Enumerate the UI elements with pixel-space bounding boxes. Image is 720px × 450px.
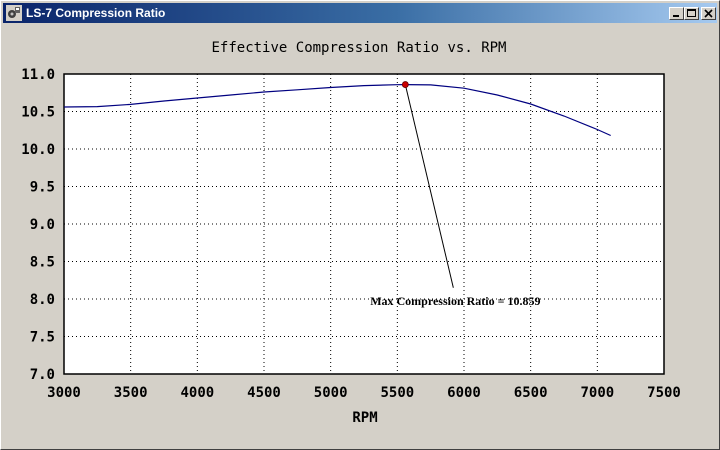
annotation-text: Max Compression Ratio = 10.859 <box>370 294 540 308</box>
y-tick-label: 10.5 <box>21 105 55 121</box>
y-tick-label: 11.0 <box>21 67 55 83</box>
y-tick-label: 10.0 <box>21 142 55 158</box>
y-tick-label: 7.0 <box>30 367 55 383</box>
window-title: LS-7 Compression Ratio <box>26 6 166 20</box>
x-tick-label: 4000 <box>180 385 214 401</box>
chart-title: Effective Compression Ratio vs. RPM <box>211 40 506 56</box>
x-tick-label: 3000 <box>47 385 81 401</box>
annotation-leader-line <box>404 84 454 288</box>
grid <box>64 74 664 374</box>
x-tick-label: 7000 <box>580 385 614 401</box>
title-bar[interactable]: LS-7 Compression Ratio <box>3 3 717 23</box>
x-axis-label: RPM <box>352 410 377 426</box>
x-tick-label: 5500 <box>380 385 414 401</box>
max-point-marker <box>401 81 409 88</box>
x-tick-label: 6500 <box>514 385 548 401</box>
x-tick-label: 7500 <box>647 385 681 401</box>
maximize-button[interactable] <box>684 7 699 20</box>
y-tick-label: 8.5 <box>30 255 55 271</box>
y-tick-label: 7.5 <box>30 330 55 346</box>
minimize-icon <box>673 15 679 17</box>
app-icon[interactable] <box>6 5 22 21</box>
x-tick-label: 6000 <box>447 385 481 401</box>
y-tick-label: 8.0 <box>30 292 55 308</box>
plot-frame <box>63 73 665 375</box>
close-button[interactable] <box>701 7 716 20</box>
x-tick-label: 3500 <box>114 385 148 401</box>
series-line <box>63 83 611 137</box>
close-icon <box>704 9 713 18</box>
x-tick-label: 5000 <box>314 385 348 401</box>
y-axis-ticks: 7.0 7.5 8.0 8.5 9.0 9.5 10.0 10.5 11.0 <box>21 67 55 383</box>
x-tick-label: 4500 <box>247 385 281 401</box>
maximize-icon <box>687 9 696 17</box>
minimize-button[interactable] <box>669 7 684 20</box>
y-tick-label: 9.5 <box>30 180 55 196</box>
y-tick-label: 9.0 <box>30 217 55 233</box>
x-axis-ticks: 3000 3500 4000 4500 5000 5500 6000 6500 7000 7500 <box>47 385 681 401</box>
